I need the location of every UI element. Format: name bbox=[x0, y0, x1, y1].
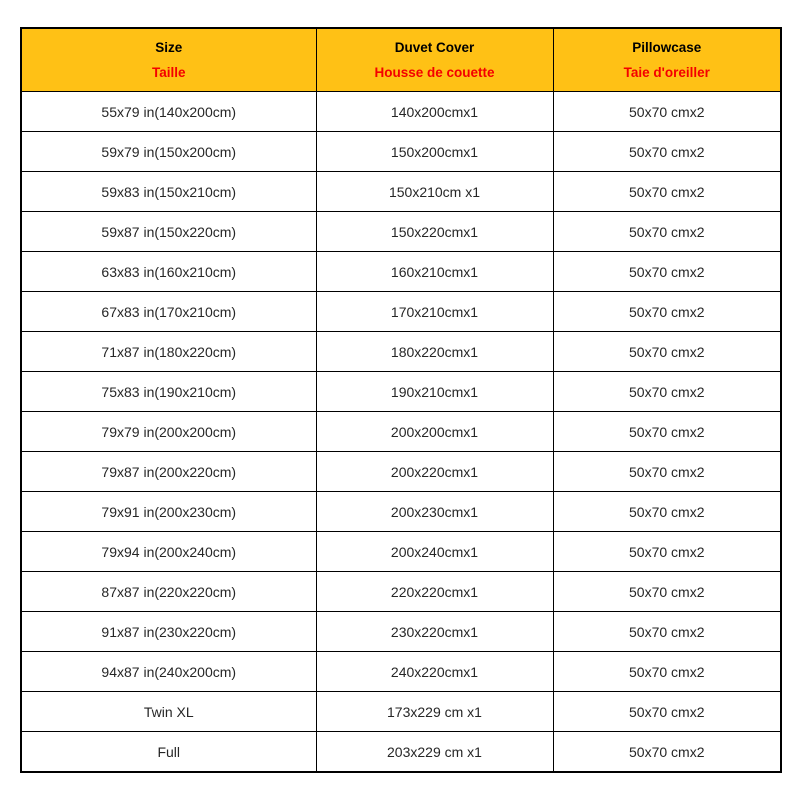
table-row: Full 203x229 cm x1 50x70 cmx2 bbox=[20, 731, 782, 773]
table-cell: 50x70 cmx2 bbox=[552, 171, 782, 212]
table-cell: 63x83 in(160x210cm) bbox=[20, 251, 317, 292]
column-header-size: Size Taille bbox=[20, 27, 317, 92]
table-cell: 50x70 cmx2 bbox=[552, 371, 782, 412]
table-cell: Full bbox=[20, 731, 317, 773]
table-cell: 79x94 in(200x240cm) bbox=[20, 531, 317, 572]
table-cell: 200x240cmx1 bbox=[315, 531, 554, 572]
table-cell: 50x70 cmx2 bbox=[552, 411, 782, 452]
header-row: Size Taille Duvet Cover Housse de couett… bbox=[20, 27, 782, 92]
table-cell: 50x70 cmx2 bbox=[552, 211, 782, 252]
column-title-pillowcase: Pillowcase bbox=[632, 39, 702, 55]
table-cell: 150x210cm x1 bbox=[315, 171, 554, 212]
table-cell: 87x87 in(220x220cm) bbox=[20, 571, 317, 612]
table-cell: 79x91 in(200x230cm) bbox=[20, 491, 317, 532]
table-cell: 59x87 in(150x220cm) bbox=[20, 211, 317, 252]
column-title-duvet-cover: Duvet Cover bbox=[394, 39, 475, 55]
column-header-pillowcase: Pillowcase Taie d'oreiller bbox=[552, 27, 782, 92]
table-cell: 203x229 cm x1 bbox=[315, 731, 554, 773]
table-cell: 220x220cmx1 bbox=[315, 571, 554, 612]
column-subtitle-pillowcase: Taie d'oreiller bbox=[623, 64, 710, 80]
size-chart: Size Taille Duvet Cover Housse de couett… bbox=[20, 27, 782, 773]
table-cell: 150x200cmx1 bbox=[315, 131, 554, 172]
column-title-size: Size bbox=[155, 39, 183, 55]
table-cell: 50x70 cmx2 bbox=[552, 731, 782, 773]
table-cell: 200x220cmx1 bbox=[315, 451, 554, 492]
table-cell: 79x79 in(200x200cm) bbox=[20, 411, 317, 452]
table-cell: 180x220cmx1 bbox=[315, 331, 554, 372]
table-cell: 50x70 cmx2 bbox=[552, 691, 782, 732]
table-row: 94x87 in(240x200cm) 240x220cmx1 50x70 cmx2 bbox=[20, 651, 782, 692]
table-body: 55x79 in(140x200cm) 140x200cmx1 50x70 cmx2… bbox=[20, 91, 782, 773]
table-cell: 173x229 cm x1 bbox=[315, 691, 554, 732]
table-row: 87x87 in(220x220cm) 220x220cmx1 50x70 cmx2 bbox=[20, 571, 782, 612]
table-cell: 50x70 cmx2 bbox=[552, 131, 782, 172]
table-cell: 50x70 cmx2 bbox=[552, 291, 782, 332]
table-row: 79x94 in(200x240cm) 200x240cmx1 50x70 cmx2 bbox=[20, 531, 782, 572]
table-cell: 240x220cmx1 bbox=[315, 651, 554, 692]
table-row: 75x83 in(190x210cm) 190x210cmx1 50x70 cmx2 bbox=[20, 371, 782, 412]
table-cell: 230x220cmx1 bbox=[315, 611, 554, 652]
table-cell: 170x210cmx1 bbox=[315, 291, 554, 332]
column-header-duvet-cover: Duvet Cover Housse de couette bbox=[315, 27, 554, 92]
table-cell: 50x70 cmx2 bbox=[552, 451, 782, 492]
table-cell: 140x200cmx1 bbox=[315, 91, 554, 132]
column-subtitle-duvet-cover: Housse de couette bbox=[374, 64, 495, 80]
table-cell: Twin XL bbox=[20, 691, 317, 732]
table-cell: 200x200cmx1 bbox=[315, 411, 554, 452]
table-cell: 50x70 cmx2 bbox=[552, 651, 782, 692]
table-cell: 50x70 cmx2 bbox=[552, 611, 782, 652]
table-cell: 50x70 cmx2 bbox=[552, 91, 782, 132]
table-cell: 50x70 cmx2 bbox=[552, 531, 782, 572]
table-cell: 50x70 cmx2 bbox=[552, 571, 782, 612]
table-row: 67x83 in(170x210cm) 170x210cmx1 50x70 cmx2 bbox=[20, 291, 782, 332]
table-row: 79x91 in(200x230cm) 200x230cmx1 50x70 cmx2 bbox=[20, 491, 782, 532]
table-cell: 94x87 in(240x200cm) bbox=[20, 651, 317, 692]
table-cell: 91x87 in(230x220cm) bbox=[20, 611, 317, 652]
table-cell: 79x87 in(200x220cm) bbox=[20, 451, 317, 492]
table-header: Size Taille Duvet Cover Housse de couett… bbox=[20, 27, 782, 92]
table-row: 71x87 in(180x220cm) 180x220cmx1 50x70 cmx2 bbox=[20, 331, 782, 372]
table-cell: 59x79 in(150x200cm) bbox=[20, 131, 317, 172]
table-cell: 150x220cmx1 bbox=[315, 211, 554, 252]
table-cell: 50x70 cmx2 bbox=[552, 491, 782, 532]
table-cell: 190x210cmx1 bbox=[315, 371, 554, 412]
table-cell: 71x87 in(180x220cm) bbox=[20, 331, 317, 372]
table-row: 59x79 in(150x200cm) 150x200cmx1 50x70 cmx2 bbox=[20, 131, 782, 172]
table-row: 59x87 in(150x220cm) 150x220cmx1 50x70 cmx2 bbox=[20, 211, 782, 252]
table-row: 59x83 in(150x210cm) 150x210cm x1 50x70 cmx… bbox=[20, 171, 782, 212]
table-row: Twin XL 173x229 cm x1 50x70 cmx2 bbox=[20, 691, 782, 732]
table-cell: 55x79 in(140x200cm) bbox=[20, 91, 317, 132]
size-chart-table: Size Taille Duvet Cover Housse de couett… bbox=[20, 27, 782, 773]
table-cell: 75x83 in(190x210cm) bbox=[20, 371, 317, 412]
table-row: 55x79 in(140x200cm) 140x200cmx1 50x70 cmx2 bbox=[20, 91, 782, 132]
table-cell: 50x70 cmx2 bbox=[552, 331, 782, 372]
table-cell: 50x70 cmx2 bbox=[552, 251, 782, 292]
table-row: 63x83 in(160x210cm) 160x210cmx1 50x70 cmx2 bbox=[20, 251, 782, 292]
table-row: 91x87 in(230x220cm) 230x220cmx1 50x70 cmx2 bbox=[20, 611, 782, 652]
table-cell: 200x230cmx1 bbox=[315, 491, 554, 532]
table-row: 79x79 in(200x200cm) 200x200cmx1 50x70 cmx2 bbox=[20, 411, 782, 452]
table-cell: 160x210cmx1 bbox=[315, 251, 554, 292]
table-row: 79x87 in(200x220cm) 200x220cmx1 50x70 cmx2 bbox=[20, 451, 782, 492]
table-cell: 59x83 in(150x210cm) bbox=[20, 171, 317, 212]
column-subtitle-size: Taille bbox=[151, 64, 186, 80]
table-cell: 67x83 in(170x210cm) bbox=[20, 291, 317, 332]
